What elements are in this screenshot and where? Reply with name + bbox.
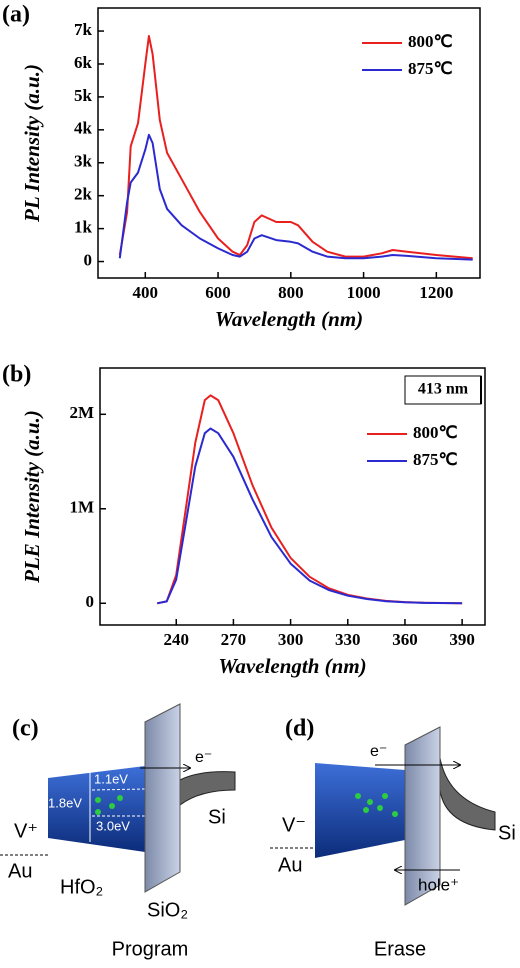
trap xyxy=(95,809,101,815)
y-tick-label: 2k xyxy=(74,185,93,204)
trap xyxy=(95,797,101,803)
legend-label: 800℃ xyxy=(413,423,458,442)
y-tick-label: 0 xyxy=(86,592,95,611)
series-line xyxy=(157,427,463,605)
si-band xyxy=(179,771,236,806)
text: HfO₂ xyxy=(60,876,103,898)
x-tick-label: 1000 xyxy=(347,283,381,302)
text: e⁻ xyxy=(370,743,387,760)
hfo2-layer xyxy=(48,766,145,852)
chart: 400 600 800 1000 1200 0 1k 2k 3k 4k 5k 6k 7k 800℃ 875℃… xyxy=(2,2,481,331)
text: e⁻ xyxy=(195,749,212,766)
panel-label: (d) xyxy=(285,716,314,742)
x-tick-label: 300 xyxy=(278,630,304,649)
series-line xyxy=(118,133,473,261)
program-diagram: (c) e⁻ 1.1eV 1.8eV 3.0eV V⁺ Si Au HfO₂ S… xyxy=(0,703,236,960)
level xyxy=(91,788,146,791)
plot-frame xyxy=(99,367,486,626)
y-tick-label: 7k xyxy=(74,20,93,39)
x-tick-label: 600 xyxy=(205,283,231,302)
x-tick-label: 330 xyxy=(335,630,361,649)
si-band xyxy=(439,757,496,831)
series-line xyxy=(118,35,473,260)
trap xyxy=(109,803,115,809)
x-tick-label: 270 xyxy=(221,630,247,649)
text: Au xyxy=(278,854,302,876)
text: Si xyxy=(498,822,516,844)
y-tick-label: 5k xyxy=(74,86,93,105)
trap xyxy=(377,805,383,811)
legend-label: 875℃ xyxy=(413,450,458,469)
panel-label: (a) xyxy=(2,2,30,28)
trap xyxy=(355,793,361,799)
y-tick-label: 6k xyxy=(74,53,93,72)
caption: Erase xyxy=(374,938,426,960)
y-axis-title: PL Intensity (a.u.) xyxy=(20,64,44,223)
sio2-layer xyxy=(404,726,441,906)
text: SiO₂ xyxy=(147,899,188,921)
panel-label: (b) xyxy=(2,362,31,388)
text: 1.1eV xyxy=(94,771,128,786)
caption: Program xyxy=(112,938,189,960)
x-tick-label: 390 xyxy=(449,630,475,649)
text: Au xyxy=(8,860,32,882)
legend-label: 875℃ xyxy=(408,59,453,78)
x-tick-label: 800 xyxy=(278,283,304,302)
x-tick-label: 400 xyxy=(133,283,159,302)
x-axis-title: Wavelength (nm) xyxy=(215,307,363,331)
hfo2-layer xyxy=(315,763,405,858)
x-tick-label: 360 xyxy=(392,630,418,649)
plot-frame xyxy=(97,7,481,279)
text: V⁻ xyxy=(282,814,306,836)
annotation: 413 nm xyxy=(418,381,469,398)
y-tick-label: 3k xyxy=(74,152,93,171)
sio2-layer xyxy=(144,703,181,893)
trap xyxy=(382,793,388,799)
y-tick-label: 1M xyxy=(69,498,94,517)
trap xyxy=(363,807,369,813)
panel-label: (c) xyxy=(12,716,39,742)
x-tick-label: 240 xyxy=(163,630,189,649)
y-tick-label: 4k xyxy=(74,119,93,138)
text: Si xyxy=(208,806,226,828)
text: 1.8eV xyxy=(48,795,82,810)
text: hole⁺ xyxy=(418,875,459,894)
y-tick-label: 2M xyxy=(69,403,94,422)
y-tick-label: 1k xyxy=(74,218,93,237)
y-axis-title: PLE Intensity (a.u.) xyxy=(20,410,44,584)
text: 3.0eV xyxy=(96,818,130,833)
x-tick-label: 1200 xyxy=(419,283,453,302)
trap xyxy=(367,799,373,805)
y-tick-label: 0 xyxy=(84,250,93,269)
trap xyxy=(117,795,123,801)
legend-label: 800℃ xyxy=(408,32,453,51)
trap xyxy=(392,811,398,817)
erase-diagram: (d) e⁻ V⁻ Au hole⁺ Si Erase xyxy=(270,716,516,960)
text: V⁺ xyxy=(14,820,38,842)
chart: 240 270 300 330 360 390 0 1M 2M 800℃ 875℃ 413 nm Wav… xyxy=(2,362,486,678)
x-axis-title: Wavelength (nm) xyxy=(218,654,366,678)
